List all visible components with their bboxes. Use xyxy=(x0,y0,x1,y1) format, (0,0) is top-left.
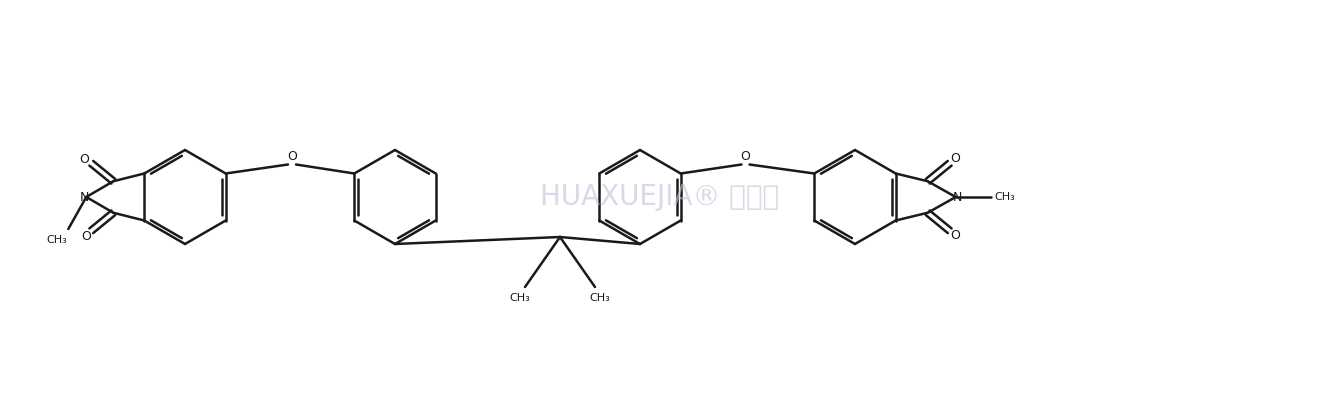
Text: O: O xyxy=(286,150,297,163)
Text: CH₃: CH₃ xyxy=(510,293,531,303)
Text: O: O xyxy=(950,229,960,242)
Text: HUAXUEJIA® 化学加: HUAXUEJIA® 化学加 xyxy=(540,183,780,211)
Text: CH₃: CH₃ xyxy=(590,293,610,303)
Text: O: O xyxy=(82,230,91,243)
Text: CH₃: CH₃ xyxy=(994,192,1015,202)
Text: CH₃: CH₃ xyxy=(46,235,67,245)
Text: O: O xyxy=(741,150,751,163)
Text: N: N xyxy=(953,190,962,204)
Text: N: N xyxy=(79,190,88,204)
Text: O: O xyxy=(950,152,960,165)
Text: O: O xyxy=(79,153,90,166)
